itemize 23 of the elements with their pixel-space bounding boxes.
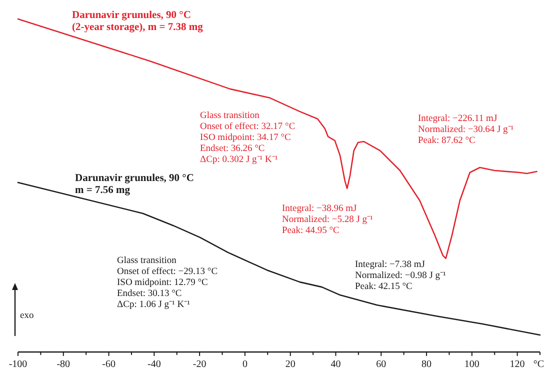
x-axis-title: °C bbox=[533, 359, 544, 370]
x-tick-label: -40 bbox=[148, 359, 161, 370]
x-tick-label: 60 bbox=[376, 359, 386, 370]
annotation: m = 7.56 mg bbox=[75, 185, 131, 196]
x-tick-label: -60 bbox=[102, 359, 116, 370]
x-tick-label: 120 bbox=[510, 359, 525, 370]
x-tick-label: -80 bbox=[56, 359, 70, 370]
x-tick-label: 20 bbox=[285, 359, 296, 370]
series-label: Darunavir grunules, 90 °C bbox=[72, 10, 191, 21]
series-label: Darunavir grunules, 90 °C bbox=[75, 173, 194, 184]
x-tick-label: 80 bbox=[422, 359, 432, 370]
annotation: Glass transition Onset of effect: −29.13 °C ISO midpoint: 12.79 °C Endset: 30.13 °C ΔCp: 1.06 J g⁻¹ K⁻¹ bbox=[117, 256, 218, 310]
x-tick-label: -20 bbox=[192, 359, 206, 370]
annotation: Integral: −226.11 mJ Normalized: −30.64 J g⁻¹ Peak: 87.62 °C bbox=[418, 114, 514, 146]
x-tick-label: 100 bbox=[464, 359, 480, 370]
annotation: Integral: −7.38 mJ Normalized: −0.98 J g⁻¹ Peak: 42.15 °C bbox=[355, 260, 446, 292]
annotation: Glass transition Onset of effect: 32.17 °C ISO midpoint: 34.17 °C Endset: 36.26 °C ΔCp: 0.302 J g⁻¹ K⁻¹ bbox=[200, 111, 296, 165]
x-tick-label: -100 bbox=[8, 359, 28, 370]
annotation: exo bbox=[20, 311, 34, 321]
annotation: Integral: −38.96 mJ Normalized: −5.28 J g⁻¹ Peak: 44.95 °C bbox=[282, 204, 374, 236]
x-tick-label: 0 bbox=[242, 359, 248, 370]
annotation: (2-year storage), m = 7.38 mg bbox=[72, 22, 204, 33]
x-tick-label: 40 bbox=[330, 359, 341, 370]
